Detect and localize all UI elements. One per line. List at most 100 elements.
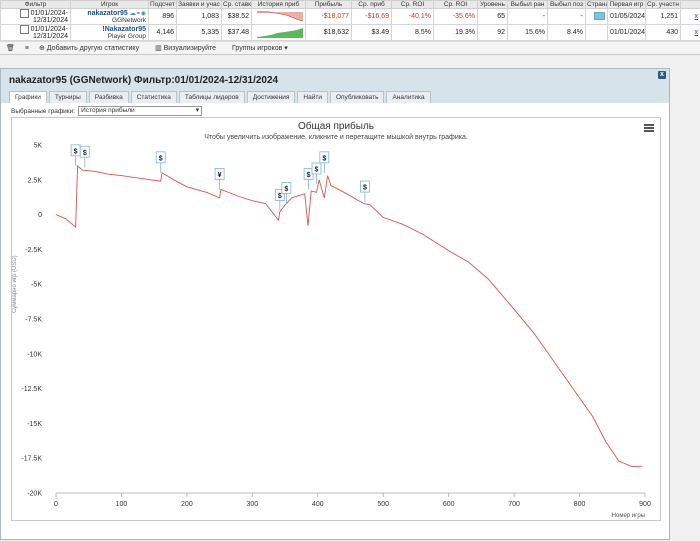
avg-stake-cell: $37.48	[221, 24, 252, 41]
network-name: GGNetwork	[112, 16, 146, 24]
y-tick-label: 0	[38, 212, 42, 219]
y-tick-label: 2.5K	[28, 177, 43, 184]
column-header[interactable]: История приб	[251, 0, 306, 9]
profit-sparkline	[257, 27, 303, 38]
tab-0[interactable]: Графики	[9, 91, 47, 103]
big-win-marker[interactable]	[79, 145, 90, 158]
row-checkbox[interactable]	[19, 9, 29, 19]
tab-2[interactable]: Разбивка	[88, 91, 129, 103]
count-cell: 4,146	[148, 24, 177, 41]
column-header[interactable]: Выбыл ран	[507, 0, 548, 9]
trash-icon[interactable]: 🗑	[6, 45, 15, 52]
column-header[interactable]: Фильтр	[0, 0, 71, 9]
x-tick-label: 800	[574, 501, 586, 508]
column-header[interactable]: Выбыл поз	[547, 0, 586, 9]
player-name[interactable]: !Nakazator95	[102, 25, 146, 33]
early-cell: -	[507, 8, 548, 25]
level-cell: 65	[477, 8, 508, 25]
chart-select-label: Выбранные графики:	[11, 107, 76, 115]
column-header[interactable]: Ср. ROI	[433, 0, 478, 9]
x-tick-label: 400	[312, 501, 324, 508]
x-tick-label: 700	[508, 501, 520, 508]
big-win-marker-symbol: $	[83, 150, 87, 157]
column-header[interactable]: Уровень	[477, 0, 508, 9]
x-tick-label: 500	[377, 501, 389, 508]
entries-cell: 5,335	[176, 24, 222, 41]
tab-6[interactable]: Найти	[297, 91, 328, 103]
big-win-marker[interactable]	[214, 168, 225, 180]
table-row[interactable]: 01/01/2024- 12/31/2024 !Nakazator95 Player…	[0, 24, 700, 41]
tab-8[interactable]: Аналитика	[386, 91, 431, 103]
profit-history-cell[interactable]	[251, 8, 306, 25]
remove-cell: x	[680, 8, 700, 25]
column-header[interactable]: Ср. участн	[645, 0, 681, 9]
profit-sparkline	[257, 11, 304, 21]
big-win-marker[interactable]	[281, 182, 292, 194]
toolbar: 🗑 ≡ ⊕ Добавить другую статистику ▥ Визуа…	[0, 41, 700, 54]
table-header-row: Фильтр Игрок Подсчет Заявки и учас Ср. ставк…	[0, 0, 700, 9]
y-tick-label: -20K	[27, 491, 42, 498]
x-tick-label: 0	[54, 501, 58, 508]
big-win-marker[interactable]	[274, 189, 285, 201]
column-header[interactable]: Первая игр	[607, 0, 646, 9]
x-tick-label: 600	[443, 501, 455, 508]
profit-history-cell[interactable]	[251, 24, 306, 41]
tab-5[interactable]: Достижения	[246, 91, 296, 103]
panel-header: nakazator95 (GGNetwork) Фильтр:01/01/202…	[1, 69, 669, 91]
player-cell[interactable]: !Nakazator95 Player Group	[70, 24, 149, 41]
player-tool-icons[interactable]: ☁⚭◉	[129, 10, 146, 17]
profit-cell: -$18,077	[305, 8, 352, 25]
visualize-button[interactable]: ▥ Визуализируйте	[155, 45, 217, 52]
avg-players-cell: 430	[645, 24, 681, 41]
player-groups-button[interactable]: Группы игроков ▾	[232, 45, 288, 52]
remove-row-link[interactable]: x	[694, 29, 699, 36]
big-win-marker[interactable]	[155, 151, 166, 164]
player-name[interactable]: nakazator95	[87, 9, 128, 17]
chart-container[interactable]: Общая прибыль Чтобы увеличить изображение…	[11, 117, 661, 528]
tab-4[interactable]: Таблицы лидеров	[178, 91, 245, 103]
country-cell	[585, 8, 608, 25]
big-win-marker-symbol: $	[159, 155, 163, 162]
network-name: Player Group	[107, 32, 146, 40]
chart-panel: nakazator95 (GGNetwork) Фильтр:01/01/202…	[0, 68, 670, 540]
avg-players-cell: 1,251	[645, 8, 681, 25]
level-cell: 92	[477, 24, 508, 41]
roi-cell: -40.1%	[391, 8, 434, 25]
y-tick-label: -12.5K	[21, 386, 42, 393]
y-tick-label: 5K	[33, 143, 42, 150]
big-win-marker-symbol: $	[363, 185, 367, 192]
row-checkbox[interactable]	[19, 25, 29, 35]
big-win-marker-symbol: $	[322, 155, 326, 162]
x-tick-label: 300	[246, 501, 258, 508]
tab-1[interactable]: Турниры	[48, 91, 87, 103]
remove-row-link[interactable]: x	[694, 13, 699, 20]
hamburger-menu-icon[interactable]	[644, 124, 654, 132]
chart-select[interactable]: История прибыли	[78, 106, 203, 116]
tab-3[interactable]: Статистика	[130, 91, 177, 103]
column-header[interactable]: Ср. ставк	[221, 0, 252, 9]
column-header[interactable]: Подсчет	[148, 0, 177, 9]
first-game-cell: 01/01/2024	[607, 24, 646, 41]
big-win-marker[interactable]	[319, 151, 330, 164]
add-stat-button[interactable]: ⊕ Добавить другую статистику	[38, 45, 140, 52]
close-icon[interactable]: x	[658, 71, 666, 79]
column-header[interactable]: Игрок	[70, 0, 149, 9]
column-header[interactable]: Ср. ROI	[391, 0, 434, 9]
chart-select-row: Выбранные графики: История прибыли	[11, 106, 203, 116]
column-header[interactable]: Страна	[585, 0, 608, 9]
chart-subtitle: Чтобы увеличить изображение, кликните и …	[204, 133, 468, 141]
avg-stake-cell: $38.52	[221, 8, 252, 25]
early-cell: 15.6%	[507, 24, 548, 41]
table-row[interactable]: 01/01/2024- 12/31/2024 nakazator95 ☁⚭◉ GGNe…	[0, 8, 700, 25]
flag-icon	[594, 11, 605, 20]
column-header[interactable]: Ср. приб	[351, 0, 392, 9]
tab-7[interactable]: Опубликовать	[329, 91, 385, 103]
column-header[interactable]: Заявки и учас	[176, 0, 222, 9]
menu-small-icon[interactable]: ≡	[24, 44, 29, 52]
big-win-marker[interactable]	[311, 162, 322, 175]
avg-profit-cell: $3.49	[351, 24, 392, 41]
big-win-marker[interactable]	[359, 180, 370, 193]
player-cell[interactable]: nakazator95 ☁⚭◉ GGNetwork	[70, 8, 149, 25]
column-header[interactable]: Прибыль	[305, 0, 352, 9]
